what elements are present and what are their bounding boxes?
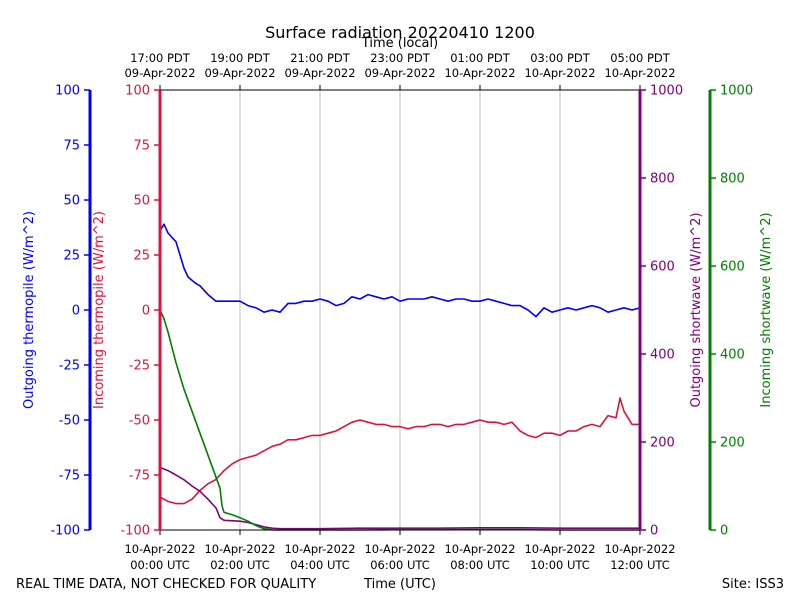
top-tick-label-time: 05:00 PDT (610, 51, 671, 65)
vertical-gridlines (239, 90, 561, 530)
x-tick-label-utc: 10:00 UTC (530, 558, 590, 572)
y-tick-label: 25 (63, 249, 80, 264)
y-tick-label: 400 (720, 348, 745, 363)
series-line-outgoing-thermopile (159, 223, 641, 318)
y-tick-label: 100 (125, 84, 150, 99)
y-tick-label: -100 (120, 524, 150, 539)
y-tick-label: -50 (129, 414, 150, 429)
x-tick-label-utc: 08:00 UTC (450, 558, 510, 572)
x-tick-label-date: 10-Apr-2022 (604, 542, 675, 556)
x-tick-label-date: 10-Apr-2022 (364, 542, 435, 556)
y-tick-label: 800 (650, 172, 675, 187)
x-tick-label-date: 10-Apr-2022 (284, 542, 355, 556)
y-tick-label: 800 (720, 172, 745, 187)
incoming-thermopile-axis-label: Incoming thermopile (W/m^2) (92, 211, 107, 409)
x-tick-label-date: 10-Apr-2022 (524, 542, 595, 556)
top-tick-label-time: 23:00 PDT (370, 51, 431, 65)
top-tick-label-date: 10-Apr-2022 (444, 66, 515, 80)
y-tick-label: -75 (129, 469, 150, 484)
top-tick-label-time: 21:00 PDT (290, 51, 351, 65)
top-tick-label-date: 10-Apr-2022 (524, 66, 595, 80)
y-tick-label: 0 (142, 304, 150, 319)
x-tick-label-utc: 02:00 UTC (210, 558, 270, 572)
y-tick-label: 200 (650, 436, 675, 451)
top-axis-label: Time (local) (361, 36, 438, 51)
x-tick-label-utc: 04:00 UTC (290, 558, 350, 572)
y-tick-label: -100 (50, 524, 80, 539)
axes-group: 10-Apr-2022 00:00 UTC 10-Apr-2022 02:00 UTC… (50, 51, 753, 572)
y-tick-label: 100 (55, 84, 80, 99)
outgoing-thermopile-axis-label: Outgoing thermopile (W/m^2) (22, 211, 37, 409)
y-tick-label: 75 (133, 139, 150, 154)
y-tick-label: 1000 (650, 84, 683, 99)
y-tick-label: 50 (133, 194, 150, 209)
top-tick-label-time: 03:00 PDT (530, 51, 591, 65)
footer-quality-note: REAL TIME DATA, NOT CHECKED FOR QUALITY (16, 577, 316, 592)
y-tick-label: 400 (650, 348, 675, 363)
chart-title: Surface radiation 20220410 1200 (265, 23, 535, 42)
top-tick-label-date: 09-Apr-2022 (284, 66, 355, 80)
top-tick-label-date: 09-Apr-2022 (364, 66, 435, 80)
top-tick-label-date: 09-Apr-2022 (204, 66, 275, 80)
y-tick-label: 600 (720, 260, 745, 275)
x-tick-label-utc: 00:00 UTC (130, 558, 190, 572)
y-tick-label: -75 (59, 469, 80, 484)
top-tick-label-date: 10-Apr-2022 (604, 66, 675, 80)
y-tick-label: 25 (133, 249, 150, 264)
x-tick-label-date: 10-Apr-2022 (124, 542, 195, 556)
y-tick-label: 200 (720, 436, 745, 451)
footer-site: Site: ISS3 (722, 577, 784, 592)
y-tick-label: -25 (59, 359, 80, 374)
x-tick-label-date: 10-Apr-2022 (204, 542, 275, 556)
y-tick-label: 600 (650, 260, 675, 275)
top-tick-label-date: 09-Apr-2022 (124, 66, 195, 80)
series-line-incoming-thermopile (159, 397, 640, 505)
y-tick-label: -25 (129, 359, 150, 374)
x-tick-label-date: 10-Apr-2022 (444, 542, 515, 556)
y-tick-label: 0 (720, 524, 728, 539)
top-tick-label-time: 19:00 PDT (210, 51, 271, 65)
top-tick-label-time: 17:00 PDT (130, 51, 191, 65)
x-axis-label: Time (UTC) (363, 577, 436, 592)
y-tick-label: 0 (650, 524, 658, 539)
x-tick-label-utc: 06:00 UTC (370, 558, 430, 572)
y-tick-label: 0 (72, 304, 80, 319)
x-tick-label-utc: 12:00 UTC (610, 558, 670, 572)
y-tick-label: 75 (63, 139, 80, 154)
incoming-shortwave-axis-label: Incoming shortwave (W/m^2) (759, 212, 774, 407)
outgoing-shortwave-axis-label: Outgoing shortwave (W/m^2) (689, 212, 704, 407)
top-tick-label-time: 01:00 PDT (450, 51, 511, 65)
y-tick-label: 1000 (720, 84, 753, 99)
y-tick-label: -50 (59, 414, 80, 429)
y-tick-label: 50 (63, 194, 80, 209)
